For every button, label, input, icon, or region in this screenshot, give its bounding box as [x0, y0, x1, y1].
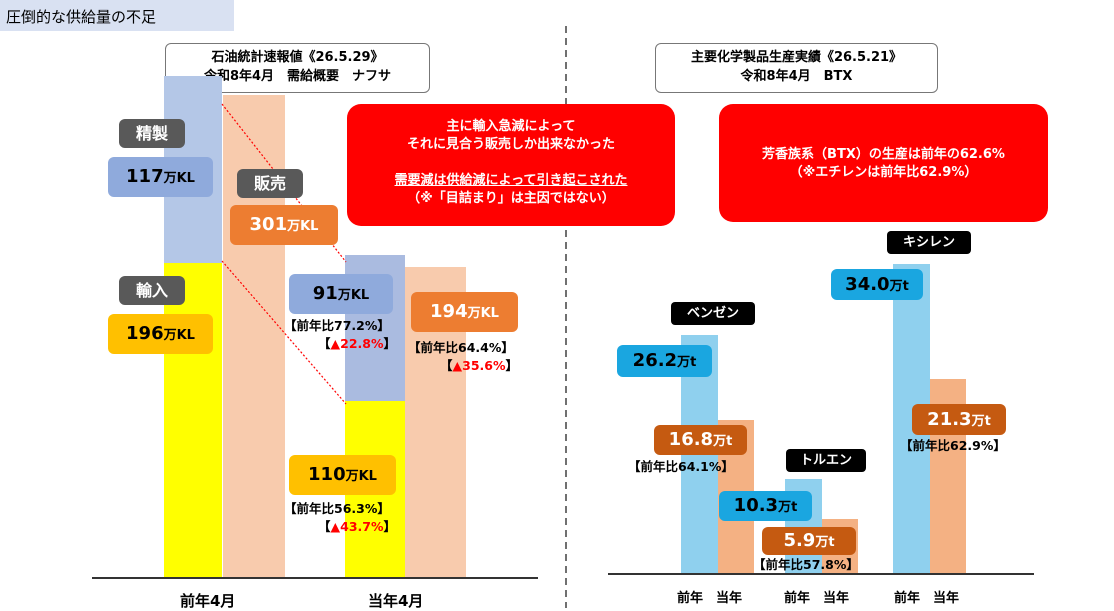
note-benzene: 【前年比64.1%】: [628, 459, 734, 474]
value-benzene-curr: 16.8万t: [654, 425, 747, 455]
value-yunyu-curr-number: 110: [308, 464, 346, 485]
bar-hanbai-prev: [223, 95, 285, 577]
tag-toluene: トルエン: [786, 449, 866, 472]
bracket-close: 】: [383, 336, 397, 351]
left-callout-line1: 主に輸入急減によって: [446, 119, 576, 134]
bracket-open: 【: [318, 519, 331, 534]
x-label-toluene-curr: 当年: [823, 591, 850, 606]
value-seisei-prev: 117万KL: [108, 157, 213, 197]
value-unit: 万t: [815, 535, 835, 550]
note-hanbai-chg: ▲35.6%: [452, 358, 506, 373]
note-toluene: 【前年比57.8%】: [753, 557, 859, 572]
value-toluene-prev-number: 10.3: [733, 495, 779, 516]
bracket-open: 【: [440, 358, 453, 373]
value-seisei-prev-number: 117: [126, 166, 164, 187]
value-hanbai-curr: 194万KL: [411, 292, 518, 332]
note-yunyu-change: 【▲43.7%】: [284, 518, 396, 536]
value-yunyu-prev: 196万KL: [108, 314, 213, 354]
label-seisei: 精製: [119, 119, 185, 148]
note-hanbai: 【前年比64.4%】 【▲35.6%】: [408, 339, 518, 375]
left-callout-line2: それに見合う販売しか出来なかった: [406, 137, 615, 152]
note-xylene: 【前年比62.9%】: [900, 438, 1006, 453]
note-seisei-chg: ▲22.8%: [330, 336, 384, 351]
value-unit: 万t: [713, 434, 733, 449]
value-hanbai-curr-number: 194: [430, 301, 468, 322]
right-chart-title-box: 主要化学製品生産実績《26.5.21》 令和8年4月 BTX: [655, 43, 938, 93]
left-chart-title-line1: 石油統計速報値《26.5.29》: [211, 50, 384, 65]
bracket-open: 【: [318, 336, 331, 351]
value-unit: 万t: [971, 414, 991, 429]
label-yunyu: 輸入: [119, 276, 185, 305]
value-benzene-prev: 26.2万t: [617, 345, 712, 377]
note-seisei: 【前年比77.2%】 【▲22.8%】: [284, 317, 396, 353]
value-hanbai-prev: 301万KL: [230, 205, 338, 245]
value-toluene-prev: 10.3万t: [719, 491, 812, 521]
page-header: 圧倒的な供給量の不足: [0, 0, 234, 31]
note-yunyu: 【前年比56.3%】 【▲43.7%】: [284, 500, 396, 536]
tag-xylene: キシレン: [887, 231, 971, 254]
x-label-xylene-curr: 当年: [933, 591, 960, 606]
left-callout-line4: （※「目詰まり」は主因ではない）: [407, 191, 615, 206]
value-xylene-prev-number: 34.0: [845, 274, 890, 295]
note-yunyu-ratio: 【前年比56.3%】: [284, 501, 390, 516]
value-seisei-curr: 91万KL: [289, 274, 393, 314]
value-unit: 万KL: [467, 306, 499, 321]
value-unit: 万t: [778, 500, 798, 515]
bracket-close: 】: [383, 519, 397, 534]
value-unit: 万KL: [345, 469, 377, 484]
value-benzene-prev-number: 26.2: [632, 350, 678, 371]
note-hanbai-ratio: 【前年比64.4%】: [408, 340, 514, 355]
x-label-curr: 当年4月: [368, 592, 424, 610]
note-hanbai-change: 【▲35.6%】: [408, 357, 518, 375]
left-chart-title-line2: 令和8年4月 需給概要 ナフサ: [203, 69, 392, 84]
left-callout-line3: 需要減は供給減によって引き起こされた: [394, 173, 628, 188]
x-label-benzene-prev: 前年: [677, 591, 704, 606]
value-unit: 万t: [889, 279, 909, 294]
right-chart-title-line1: 主要化学製品生産実績《26.5.21》: [690, 50, 903, 65]
value-unit: 万t: [677, 355, 697, 370]
right-callout-line1: 芳香族系（BTX）の生産は前年の62.6%: [762, 147, 1005, 162]
label-hanbai: 販売: [237, 169, 303, 198]
tag-benzene: ベンゼン: [671, 302, 755, 325]
note-seisei-ratio: 【前年比77.2%】: [284, 318, 390, 333]
page-title: 圧倒的な供給量の不足: [6, 8, 157, 26]
bar-yunyu-prev: [164, 263, 222, 577]
value-toluene-curr: 5.9万t: [762, 527, 856, 555]
left-callout: 主に輸入急減によって それに見合う販売しか出来なかった 需要減は供給減によって引…: [347, 104, 675, 226]
value-xylene-prev: 34.0万t: [831, 269, 923, 300]
right-callout-line2: （※エチレンは前年比62.9%）: [789, 165, 978, 180]
note-yunyu-chg: ▲43.7%: [330, 519, 384, 534]
x-label-xylene-prev: 前年: [894, 591, 921, 606]
value-hanbai-prev-number: 301: [249, 214, 288, 235]
right-callout: 芳香族系（BTX）の生産は前年の62.6% （※エチレンは前年比62.9%）: [719, 104, 1048, 222]
value-unit: 万KL: [337, 288, 370, 303]
x-label-prev: 前年4月: [180, 592, 236, 610]
x-label-benzene-curr: 当年: [716, 591, 743, 606]
value-xylene-curr-number: 21.3: [927, 409, 972, 430]
note-seisei-change: 【▲22.8%】: [284, 335, 396, 353]
value-toluene-curr-number: 5.9: [783, 530, 816, 551]
value-unit: 万KL: [163, 328, 195, 343]
value-xylene-curr: 21.3万t: [912, 404, 1006, 435]
value-unit: 万KL: [287, 219, 319, 234]
x-label-toluene-prev: 前年: [784, 591, 811, 606]
value-benzene-curr-number: 16.8: [668, 429, 714, 450]
value-yunyu-prev-number: 196: [126, 323, 164, 344]
right-chart-title-line2: 令和8年4月 BTX: [740, 69, 853, 84]
value-yunyu-curr: 110万KL: [289, 455, 396, 495]
value-unit: 万KL: [163, 171, 195, 186]
value-seisei-curr-number: 91: [312, 283, 338, 304]
bracket-close: 】: [505, 358, 519, 373]
